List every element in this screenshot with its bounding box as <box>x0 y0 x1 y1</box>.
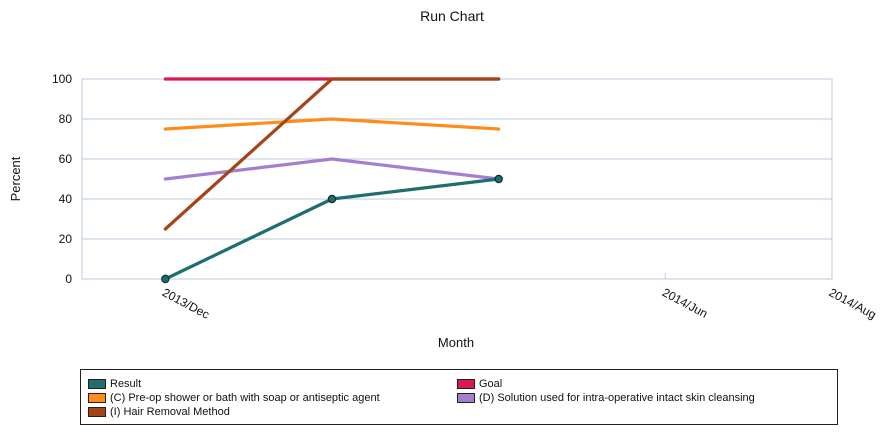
legend-label-solution: (D) Solution used for intra-operative in… <box>479 392 755 404</box>
legend-item-result: Result <box>88 377 141 391</box>
run-chart: Run Chart Percent Month 0 20 40 60 80 100 201… <box>8 8 879 350</box>
legend-label-goal: Goal <box>479 378 503 390</box>
legend-label-hair: (I) Hair Removal Method <box>110 406 230 418</box>
y-tick-100: 100 <box>52 72 72 86</box>
plot-area-border <box>81 78 833 280</box>
legend-label-preop: (C) Pre-op shower or bath with soap or a… <box>110 392 380 404</box>
y-axis-label: Percent <box>8 156 23 201</box>
point-result-0 <box>161 274 170 284</box>
x-tick-0: 2013/Dec <box>160 285 212 321</box>
x-tick-1: 2014/Jun <box>660 285 710 321</box>
legend-swatch-solution <box>457 393 475 403</box>
legend-item-solution: (D) Solution used for intra-operative in… <box>457 391 755 405</box>
series-line-solution <box>163 157 501 181</box>
x-tick-2: 2014/Aug <box>827 285 879 321</box>
legend-swatch-preop <box>88 393 106 403</box>
point-result-1 <box>327 194 337 204</box>
x-axis-label: Month <box>438 335 474 350</box>
chart-title: Run Chart <box>420 8 484 24</box>
legend-label-result: Result <box>110 378 142 390</box>
legend-item-preop: (C) Pre-op shower or bath with soap or a… <box>88 391 380 405</box>
grid-lines <box>82 118 833 279</box>
series-line-hair <box>163 77 501 231</box>
y-tick-0: 0 <box>65 272 72 286</box>
series-line-result <box>163 177 501 281</box>
legend-swatch-hair <box>88 407 106 417</box>
legend-item-goal: Goal <box>457 377 502 391</box>
series-line-preop <box>163 117 501 131</box>
y-tick-80: 80 <box>59 112 73 126</box>
legend-item-hair: (I) Hair Removal Method <box>88 405 230 419</box>
y-tick-20: 20 <box>59 232 73 246</box>
legend-swatch-goal <box>457 379 475 389</box>
y-tick-40: 40 <box>59 192 73 206</box>
y-tick-60: 60 <box>59 152 73 166</box>
y-tick-labels: 0 20 40 60 80 100 <box>52 72 72 286</box>
legend-swatch-result <box>88 379 106 389</box>
series-lines <box>161 77 503 284</box>
x-tick-labels: 2013/Dec 2014/Jun 2014/Aug <box>160 285 879 321</box>
legend: Result Goal (C) Pre-op shower or bath wi… <box>80 369 838 425</box>
point-result-2 <box>494 174 503 184</box>
